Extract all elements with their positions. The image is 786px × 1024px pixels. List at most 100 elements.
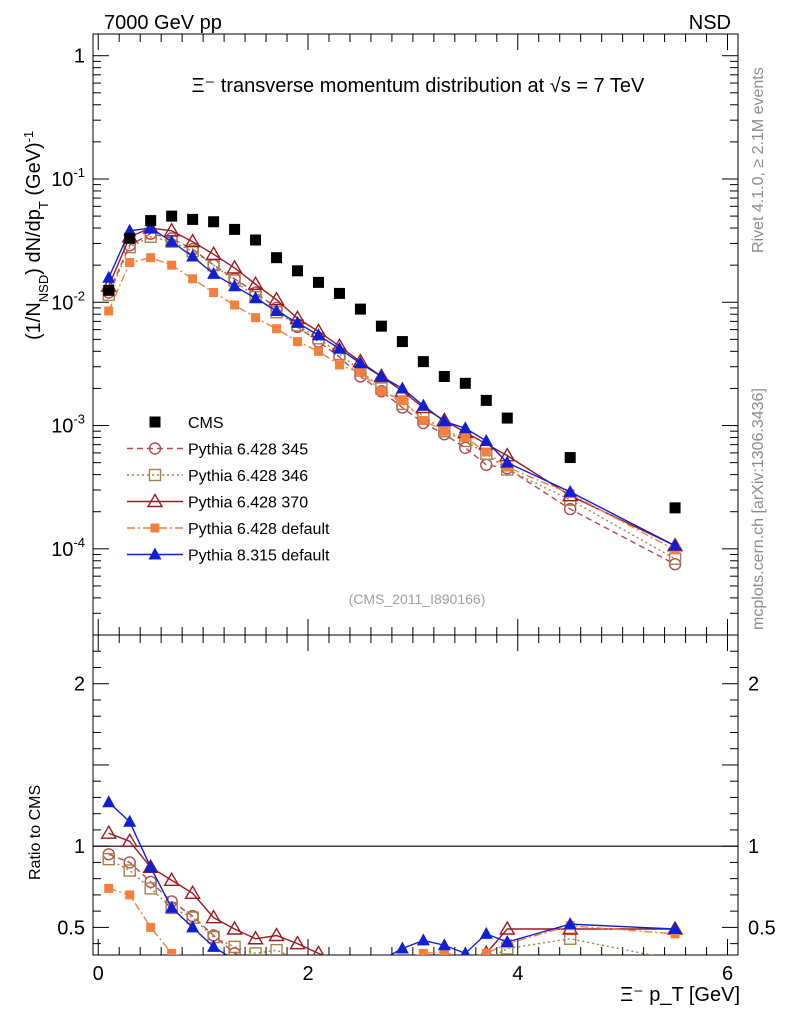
point-pythia-6-428-default (209, 288, 219, 298)
ratio-axis-ticks: 2 2 1 1 0.5 0.5 0 2 4 6 (57, 635, 776, 985)
point-pythia-8-315-default (144, 221, 158, 234)
point-cms (271, 252, 283, 264)
ratio-point-pythia-6-428-default (146, 922, 156, 932)
point-pythia-6-428-default (230, 300, 240, 310)
legend-label-pythia-8-315-default: Pythia 8.315 default (188, 548, 330, 565)
point-cms (166, 210, 178, 222)
y-tick-label: 10-2 (51, 288, 85, 314)
ratio-point-pythia-8-315-default (395, 941, 409, 954)
series-line-pythia-6-428-346 (108, 236, 676, 560)
rivet-version-label: Rivet 4.1.0, ≥ 2.1M events (750, 67, 767, 253)
point-pythia-8-315-default (416, 398, 430, 411)
point-pythia-6-428-default (188, 274, 198, 284)
x-tick-label: 0 (93, 963, 104, 985)
ratio-y-axis-label: Ratio to CMS (27, 785, 44, 880)
ratio-y-tick-label-right: 1 (748, 836, 759, 858)
ratio-series-layer (100, 795, 684, 955)
point-pythia-6-428-default (251, 313, 261, 323)
point-cms (208, 216, 220, 228)
point-pythia-6-428-default (313, 346, 323, 356)
ratio-y-tick-label: 2 (74, 674, 85, 696)
x-axis-label: Ξ⁻ p_T [GeV] (620, 984, 740, 1006)
point-pythia-8-315-default (437, 414, 451, 427)
plot-title: Ξ⁻ transverse momentum distribution at √… (192, 75, 645, 97)
series-line-pythia-6-428-345 (108, 232, 676, 565)
point-cms (312, 276, 324, 288)
point-pythia-6-428-370 (205, 245, 222, 260)
series-line-pythia-8-315-default (108, 227, 676, 547)
point-pythia-6-428-default (418, 415, 428, 425)
point-pythia-8-315-default (374, 369, 388, 382)
point-cms (250, 234, 262, 246)
point-pythia-6-428-default (272, 324, 282, 334)
legend-label-cms: CMS (188, 415, 224, 432)
x-tick-label: 4 (512, 963, 523, 985)
ratio-point-pythia-6-428-346 (123, 864, 136, 877)
legend-marker-cms (149, 416, 161, 428)
point-pythia-8-315-default (458, 421, 472, 434)
legend: CMS Pythia 6.428 345 Pythia 6.428 346 Pythi… (127, 415, 330, 565)
point-pythia-6-428-default (125, 258, 135, 268)
ratio-point-pythia-6-428-345 (228, 947, 241, 955)
ratio-point-pythia-6-428-370 (121, 832, 138, 847)
ratio-point-pythia-6-428-346 (144, 882, 157, 895)
point-pythia-8-315-default (291, 315, 305, 328)
x-tick-label: 2 (302, 963, 313, 985)
ratio-point-pythia-6-428-default (167, 948, 177, 955)
ratio-line-pythia-6-428-345 (108, 853, 243, 955)
ratio-point-pythia-6-428-346 (102, 852, 115, 866)
ratio-point-pythia-8-315-default (668, 922, 682, 935)
point-pythia-6-428-default (439, 426, 449, 436)
point-pythia-8-315-default (500, 455, 514, 468)
legend-label-pythia-6-428-346: Pythia 6.428 346 (188, 468, 308, 485)
point-pythia-6-428-default (104, 306, 114, 316)
ratio-panel-frame (92, 634, 739, 956)
ratio-point-pythia-6-428-370 (312, 944, 325, 955)
ratio-point-pythia-6-428-default (481, 948, 491, 955)
mcplots-label: mcplots.cern.ch [arXiv:1306.3436] (750, 388, 767, 630)
point-pythia-8-315-default (123, 223, 137, 236)
ratio-point-pythia-8-315-default (186, 920, 200, 933)
y-tick-label: 1 (74, 46, 85, 68)
point-pythia-6-428-default (293, 337, 303, 347)
x-tick-label: 6 (722, 963, 733, 985)
ratio-y-tick-label-right: 2 (748, 674, 759, 696)
point-cms (501, 412, 513, 424)
point-pythia-6-428-345 (563, 502, 577, 516)
ratio-point-pythia-6-428-370 (247, 930, 264, 945)
ratio-point-pythia-8-315-default (479, 926, 493, 939)
point-pythia-8-315-default (165, 234, 179, 247)
point-pythia-6-428-default (481, 447, 491, 457)
point-pythia-8-315-default (668, 538, 682, 551)
legend-marker-pythia-6-428-370 (146, 493, 164, 508)
ratio-point-pythia-6-428-345 (123, 856, 136, 869)
ratio-point-pythia-6-428-346 (270, 943, 283, 955)
process-label: NSD (689, 12, 731, 34)
ratio-point-pythia-6-428-370 (205, 909, 222, 924)
point-pythia-6-428-345 (459, 441, 472, 454)
ratio-point-pythia-8-315-default (123, 814, 137, 827)
legend-label-pythia-6-428-345: Pythia 6.428 345 (188, 442, 308, 459)
series-line-pythia-6-428-370 (108, 227, 676, 547)
ratio-point-pythia-6-428-370 (100, 824, 117, 839)
ratio-point-pythia-6-428-default (418, 948, 428, 955)
point-cms (145, 215, 157, 227)
point-pythia-8-315-default (311, 328, 325, 341)
point-cms (187, 213, 199, 225)
legend-marker-pythia-8-315-default (148, 547, 162, 560)
ratio-point-pythia-6-428-370 (499, 920, 516, 935)
legend-label-pythia-6-428-370: Pythia 6.428 370 (188, 495, 308, 512)
legend-marker-pythia-6-428-345 (148, 442, 162, 455)
ratio-point-pythia-8-315-default (144, 860, 158, 873)
ratio-point-pythia-8-315-default (437, 938, 451, 951)
point-cms (669, 502, 681, 514)
point-pythia-6-428-default (355, 367, 365, 377)
ratio-line-pythia-6-428-370 (108, 832, 676, 955)
point-pythia-8-315-default (186, 249, 200, 262)
point-cms (333, 287, 345, 299)
y-tick-exponent: -4 (73, 535, 85, 550)
ratio-line-pythia-6-428-346 (108, 858, 655, 955)
ratio-y-tick-label: 0.5 (57, 917, 85, 939)
point-pythia-8-315-default (207, 266, 221, 279)
